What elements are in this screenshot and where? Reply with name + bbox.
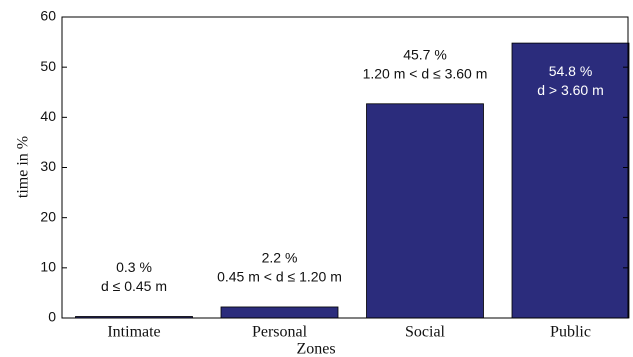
y-axis-label: time in % xyxy=(15,136,32,198)
y-tick-label: 60 xyxy=(40,8,56,24)
bar-annotation: 45.7 % xyxy=(403,46,447,62)
x-axis-label: Zones xyxy=(296,341,335,357)
bar-annotation: 1.20 m < d ≤ 3.60 m xyxy=(363,65,488,81)
y-tick-label: 20 xyxy=(40,208,56,224)
bar-annotation: d > 3.60 m xyxy=(537,82,604,98)
x-tick-label: Intimate xyxy=(107,324,160,341)
bar-annotation: 0.3 % xyxy=(116,259,152,275)
y-tick-label: 40 xyxy=(40,108,56,124)
y-tick-label: 10 xyxy=(40,259,56,275)
y-tick-label: 0 xyxy=(48,309,56,325)
bar-annotation: 2.2 % xyxy=(262,250,298,266)
bar-annotation: 54.8 % xyxy=(549,63,593,79)
y-tick-label: 30 xyxy=(40,158,56,174)
bar-annotation: 0.45 m < d ≤ 1.20 m xyxy=(217,269,342,285)
y-tick-label: 50 xyxy=(40,58,56,74)
bar xyxy=(366,103,484,319)
x-tick-label: Personal xyxy=(252,324,308,341)
plot-frame xyxy=(61,16,629,319)
bar xyxy=(511,42,630,319)
x-tick-label: Public xyxy=(550,324,591,341)
x-tick-label: Social xyxy=(405,324,446,341)
bar xyxy=(220,306,339,319)
bar-annotation: d ≤ 0.45 m xyxy=(101,278,167,294)
